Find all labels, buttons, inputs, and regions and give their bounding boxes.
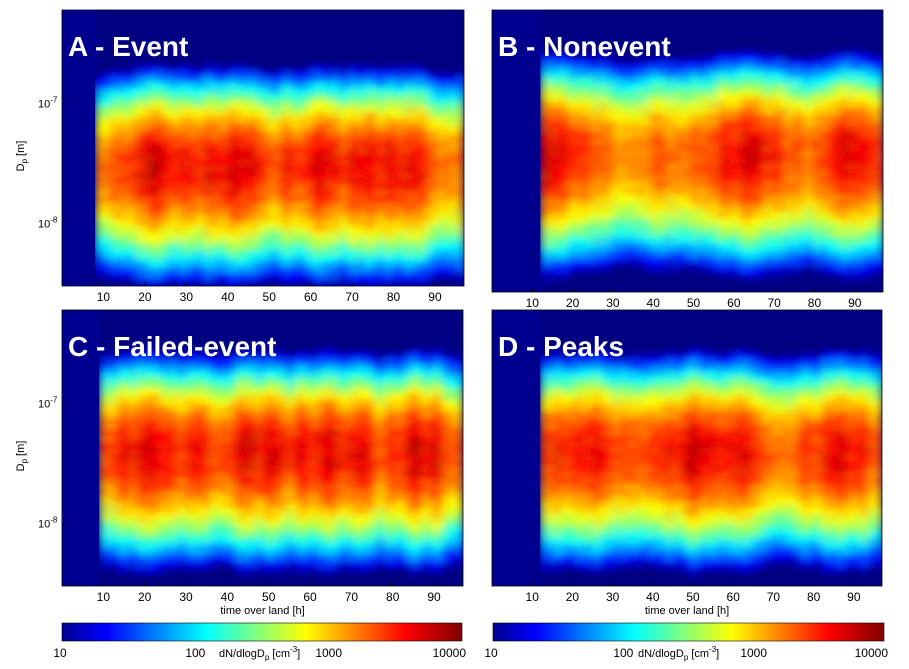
x-tick-label: 60	[727, 296, 741, 310]
x-tick-label: 30	[180, 290, 194, 304]
panel-title: A - Event	[68, 31, 188, 62]
y-tick-label: 10-8	[38, 215, 58, 230]
colorbar-tick-label: 100	[185, 646, 205, 660]
x-tick-label: 80	[808, 296, 822, 310]
y-axis-label: Dp[m]	[15, 441, 29, 472]
y-tick-label: 10-7	[38, 395, 58, 410]
x-tick-label: 30	[606, 296, 620, 310]
x-tick-label: 10	[97, 590, 111, 604]
x-tick-label: 80	[807, 590, 821, 604]
colorbar-tick-label: 1000	[740, 646, 767, 660]
panel-a: A - Event 10 20 30 40 50 60 70 80 90 10-7 10-8 Dp[m]	[15, 10, 465, 304]
colorbar-gradient	[62, 623, 462, 641]
colorbar-gradient	[493, 623, 884, 641]
y-axis-label: Dp[m]	[15, 141, 29, 172]
x-tick-label: 90	[427, 590, 441, 604]
y-tick-label: 10-7	[38, 95, 58, 110]
x-tick-label: 30	[179, 590, 193, 604]
panel-c: C - Failed-event 10 20 30 40 50 60 70 80 90 time o…	[15, 310, 464, 617]
panel-title: B - Nonevent	[498, 31, 671, 62]
x-tick-label: 20	[566, 590, 580, 604]
x-tick-label: 90	[428, 290, 442, 304]
x-tick-label: 70	[345, 590, 359, 604]
x-tick-label: 40	[221, 290, 235, 304]
x-tick-label: 10	[526, 296, 540, 310]
colorbar-tick-label: 10000	[433, 646, 467, 660]
colorbar: 10 100 1000 10000 dN/dlogDp[cm-3]	[53, 623, 466, 662]
panel-title: D - Peaks	[498, 331, 624, 362]
x-axis-label: time over land [h]	[220, 605, 304, 617]
x-tick-label: 80	[386, 590, 400, 604]
colorbar-tick-label: 10000	[855, 646, 889, 660]
x-tick-label: 70	[767, 590, 781, 604]
x-tick-label: 40	[647, 296, 661, 310]
colorbar-tick-label: 100	[613, 646, 633, 660]
panel-title: C - Failed-event	[68, 331, 276, 362]
x-tick-label: 10	[97, 290, 111, 304]
colorbar-tick-label: 1000	[315, 646, 342, 660]
colorbar: 10 100 1000 10000 dN/dlogDp[cm-3]	[484, 623, 888, 662]
x-tick-label: 30	[606, 590, 620, 604]
x-tick-label: 10	[526, 590, 540, 604]
x-tick-label: 50	[263, 290, 277, 304]
x-tick-label: 50	[262, 590, 276, 604]
x-tick-label: 90	[847, 590, 861, 604]
x-tick-label: 40	[221, 590, 235, 604]
colorbar-label: dN/dlogDp[cm-3]	[219, 645, 300, 662]
x-tick-label: 70	[345, 290, 359, 304]
x-tick-label: 60	[303, 590, 317, 604]
x-tick-label: 20	[566, 296, 580, 310]
panel-b: B - Nonevent 10 20 30 40 50 60 70 80 90	[492, 10, 884, 310]
y-tick-label: 10-8	[38, 515, 58, 530]
x-tick-label: 80	[387, 290, 401, 304]
colorbar-tick-label: 10	[53, 646, 67, 660]
x-tick-label: 20	[138, 590, 152, 604]
panel-d: D - Peaks 10 20 30 40 50 60 70 80 90 time over lan…	[492, 310, 883, 617]
x-axis-label: time over land [h]	[645, 605, 729, 617]
x-tick-label: 50	[686, 590, 700, 604]
x-tick-label: 60	[304, 290, 318, 304]
x-tick-label: 90	[848, 296, 862, 310]
x-tick-label: 70	[767, 296, 781, 310]
colorbar-tick-label: 10	[484, 646, 498, 660]
x-tick-label: 20	[138, 290, 152, 304]
colorbar-label: dN/dlogDp[cm-3]	[638, 645, 719, 662]
x-tick-label: 50	[687, 296, 701, 310]
x-tick-label: 40	[646, 590, 660, 604]
x-tick-label: 60	[727, 590, 741, 604]
